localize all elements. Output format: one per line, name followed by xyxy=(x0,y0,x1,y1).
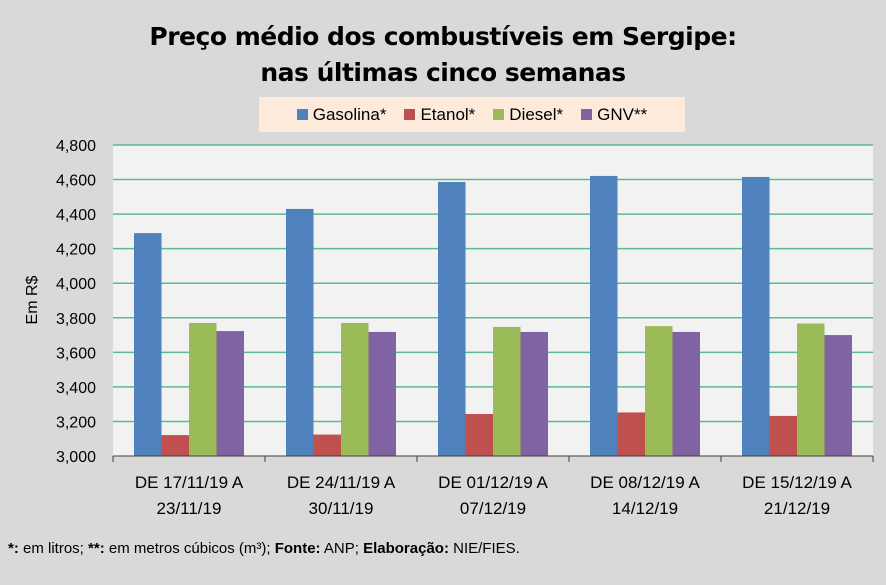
x-tick-label: 30/11/19 xyxy=(309,499,374,518)
x-axis xyxy=(112,455,874,462)
x-tick-label: 14/12/19 xyxy=(612,499,678,518)
bar-etanol-5 xyxy=(769,415,797,456)
y-tick-label: 3,400 xyxy=(56,380,96,397)
bar-gasolina-5 xyxy=(742,176,770,457)
footnote-double-star-text: em metros cúbicos (m³); xyxy=(104,540,275,557)
y-tick-label: 4,000 xyxy=(56,276,96,293)
footnote-star-label: *: xyxy=(8,540,19,557)
legend-item-etanol: Etanol* xyxy=(404,105,475,125)
legend-item-gasolina: Gasolina* xyxy=(296,104,387,125)
x-tick-label: DE 08/12/19 A xyxy=(590,473,700,492)
chart-title: Preço médio dos combustíveis em Sergipe: xyxy=(149,22,737,51)
x-tick-label: DE 24/11/19 A xyxy=(287,473,396,492)
footnote-double-star-label: **: xyxy=(88,540,105,557)
footnote: *: em litros; **: em metros cúbicos (m³)… xyxy=(8,540,520,557)
bar-diesel-1 xyxy=(189,322,217,456)
bar-gasolina-1 xyxy=(134,233,162,456)
y-tick-label: 3,600 xyxy=(56,345,96,362)
legend-swatch-gnv xyxy=(581,109,593,120)
bar-gnv-4 xyxy=(672,331,700,456)
legend-label-gnv: GNV** xyxy=(597,104,648,124)
bar-gnv-5 xyxy=(824,335,852,456)
legend-item-gnv: GNV** xyxy=(581,105,647,125)
bars xyxy=(134,175,852,457)
bar-diesel-3 xyxy=(493,326,521,456)
x-tick-label: 07/12/19 xyxy=(460,499,526,518)
bar-diesel-2 xyxy=(341,322,369,456)
legend-swatch-diesel xyxy=(493,109,505,120)
y-tick-label: 4,600 xyxy=(56,173,96,190)
bar-etanol-3 xyxy=(465,414,493,456)
bar-gnv-3 xyxy=(520,331,548,456)
x-tick-label: DE 01/12/19 A xyxy=(438,473,548,492)
footnote-elaboration-text: NIE/FIES. xyxy=(448,540,520,557)
bar-gnv-2 xyxy=(368,331,396,456)
legend-label-gasolina: Gasolina* xyxy=(312,104,387,124)
y-axis-ticks: 3,000 3,200 3,400 3,600 3,800 4,000 4,200 4,400… xyxy=(56,138,96,466)
legend-label-diesel: Diesel* xyxy=(509,104,564,124)
bar-etanol-2 xyxy=(313,434,341,456)
chart-subtitle: nas últimas cinco semanas xyxy=(260,58,626,87)
bar-gasolina-4 xyxy=(590,175,618,456)
bar-diesel-5 xyxy=(797,323,825,456)
legend: Gasolina* Etanol* Diesel* GNV** xyxy=(259,97,685,132)
bar-diesel-4 xyxy=(645,326,673,456)
y-tick-label: 3,000 xyxy=(56,449,96,466)
legend-item-diesel: Diesel* xyxy=(493,105,563,125)
footnote-star-text: em litros; xyxy=(18,540,89,557)
y-tick-label: 4,200 xyxy=(56,242,96,259)
y-tick-label: 3,200 xyxy=(56,414,96,431)
y-tick-label: 4,800 xyxy=(56,138,96,155)
x-tick-label: DE 17/11/19 A xyxy=(135,473,244,492)
bar-gasolina-3 xyxy=(438,181,466,457)
footnote-elaboration-label: Elaboração: xyxy=(363,540,449,557)
bar-etanol-4 xyxy=(617,412,645,456)
footnote-source-text: ANP; xyxy=(320,540,364,557)
x-tick-label: DE 15/12/19 A xyxy=(742,473,852,492)
x-tick-label: 23/11/19 xyxy=(157,499,222,518)
y-tick-label: 4,400 xyxy=(56,207,96,224)
legend-label-etanol: Etanol* xyxy=(420,104,476,124)
bar-gnv-1 xyxy=(216,331,244,456)
legend-swatch-gasolina xyxy=(296,109,308,120)
x-axis-labels: DE 17/11/19 A 23/11/19 DE 24/11/19 A 30/11/… xyxy=(135,473,853,518)
bar-etanol-1 xyxy=(161,435,189,456)
legend-swatch-etanol xyxy=(404,109,416,120)
x-tick-label: 21/12/19 xyxy=(764,499,830,518)
bar-gasolina-2 xyxy=(286,208,314,456)
y-tick-label: 3,800 xyxy=(56,311,96,328)
y-axis-label: Em R$ xyxy=(24,275,41,324)
footnote-source-label: Fonte: xyxy=(274,540,321,557)
